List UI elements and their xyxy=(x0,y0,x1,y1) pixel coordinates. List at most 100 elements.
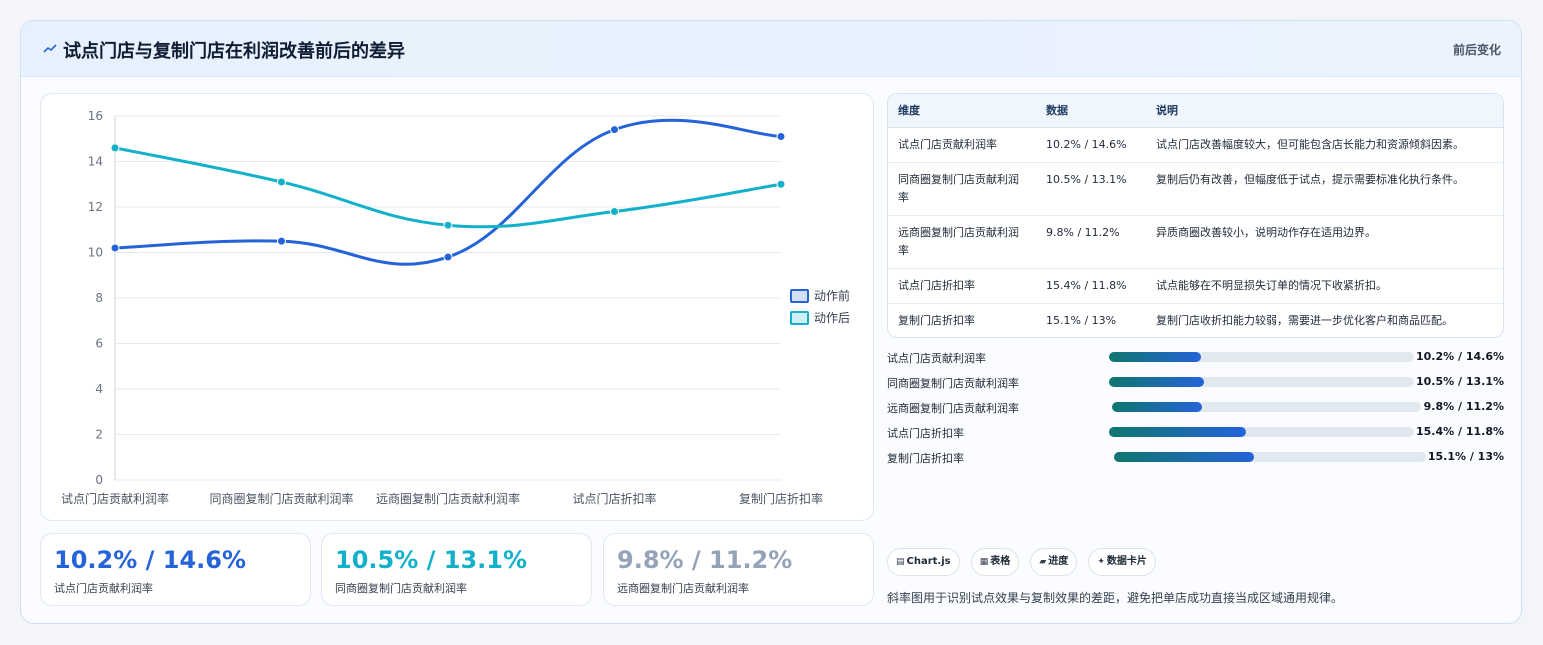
progress-row: 试点门店折扣率 15.4% / 11.8% xyxy=(887,422,1504,447)
table-cell: 15.4% / 11.8% xyxy=(1036,268,1146,304)
data-table: 维度 数据 说明 试点门店贡献利润率 10.2% / 14.6% 试点门店改善幅… xyxy=(887,93,1504,338)
progress-track xyxy=(1109,427,1414,437)
data-point xyxy=(110,243,120,253)
line-chart: 0 2 4 6 8 10 12 14 16 试点门店贡献利润率 同商圈复制门店贡献利润率 远商圈复制门… xyxy=(40,93,874,521)
data-point xyxy=(610,207,619,217)
series-line-before xyxy=(114,118,782,266)
table-cell: 10.2% / 14.6% xyxy=(1036,127,1146,163)
x-tick-label: 试点门店贡献利润率 xyxy=(61,491,169,506)
table-row: 远商圈复制门店贡献利润率 9.8% / 11.2% 异质商圈改善较小，说明动作存… xyxy=(888,215,1503,269)
trend-icon xyxy=(43,42,57,56)
progress-value: 10.5% / 13.1% xyxy=(1416,375,1504,388)
legend-label: 动作后 xyxy=(814,311,850,325)
card-header: 试点门店与复制门店在利润改善前后的差异 前后变化 xyxy=(21,21,1521,77)
tag-data-card[interactable]: ✦ 数据卡片 xyxy=(1088,548,1156,576)
x-tick-label: 复制门店折扣率 xyxy=(739,491,823,506)
tag-list: ▤ Chart.js ▦ 表格 ▰ 进度 ✦ 数据卡片 xyxy=(887,548,1162,576)
tag-progress[interactable]: ▰ 进度 xyxy=(1030,548,1078,576)
y-tick-label: 10 xyxy=(88,246,103,260)
card-icon: ✦ xyxy=(1097,557,1105,567)
table-cell: 复制门店收折扣能力较弱，需要进一步优化客户和商品匹配。 xyxy=(1156,313,1453,327)
stat-label: 试点门店贡献利润率 xyxy=(54,582,153,595)
table-row: 试点门店贡献利润率 10.2% / 14.6% 试点门店改善幅度较大，但可能包含… xyxy=(888,127,1503,163)
footnote: 斜率图用于识别试点效果与复制效果的差距，避免把单店成功直接当成区域通用规律。 xyxy=(887,591,1344,605)
tag-label: Chart.js xyxy=(906,556,951,567)
table-row: 同商圈复制门店贡献利润率 10.5% / 13.1% 复制后仍有改善，但幅度低于… xyxy=(888,162,1503,216)
table-row: 试点门店折扣率 15.4% / 11.8% 试点能够在不明显损失订单的情况下收紧… xyxy=(888,268,1503,304)
data-point xyxy=(277,236,286,246)
table-cell: 同商圈复制门店贡献利润率 xyxy=(888,162,1036,216)
stat-label: 远商圈复制门店贡献利润率 xyxy=(617,582,749,595)
y-tick-label: 8 xyxy=(95,291,103,305)
x-tick-label: 同商圈复制门店贡献利润率 xyxy=(209,491,353,506)
data-point xyxy=(776,179,786,189)
stat-value: 10.2% / 14.6% xyxy=(54,546,246,574)
tag-table[interactable]: ▦ 表格 xyxy=(970,548,1020,576)
y-tick-label: 16 xyxy=(88,109,103,123)
progress-value: 15.1% / 13% xyxy=(1427,450,1504,463)
y-tick-label: 2 xyxy=(95,428,103,442)
progress-value: 9.8% / 11.2% xyxy=(1423,400,1504,413)
progress-label: 试点门店贡献利润率 xyxy=(887,352,986,365)
x-tick-label: 远商圈复制门店贡献利润率 xyxy=(376,491,520,506)
data-point xyxy=(443,220,453,230)
chart-svg: 0 2 4 6 8 10 12 14 16 试点门店贡献利润率 同商圈复制门店贡献利润率 远商圈复制门… xyxy=(61,109,850,506)
table-cell: 复制后仍有改善，但幅度低于试点，提示需要标准化执行条件。 xyxy=(1146,162,1503,216)
table-icon: ▦ xyxy=(979,557,989,567)
progress-label: 同商圈复制门店贡献利润率 xyxy=(887,377,1019,390)
progress-value: 15.4% / 11.8% xyxy=(1416,425,1504,438)
data-point xyxy=(110,143,120,153)
progress-track xyxy=(1112,402,1421,412)
data-point xyxy=(277,177,286,187)
x-tick-label: 试点门店折扣率 xyxy=(572,491,656,506)
progress-track xyxy=(1114,452,1426,462)
header-badge: 前后变化 xyxy=(1452,43,1501,57)
page-title: 试点门店与复制门店在利润改善前后的差异 xyxy=(63,41,405,62)
progress-row: 远商圈复制门店贡献利润率 9.8% / 11.2% xyxy=(887,397,1504,422)
table-header-row: 维度 数据 说明 xyxy=(888,94,1503,128)
legend-swatch xyxy=(790,311,809,325)
table-header-cell: 说明 xyxy=(1146,94,1503,128)
table-cell: 试点能够在不明显损失订单的情况下收紧折扣。 xyxy=(1146,268,1503,304)
data-point xyxy=(776,131,786,141)
progress-track xyxy=(1109,352,1414,362)
table-header-cell: 数据 xyxy=(1036,94,1146,128)
progress-row: 复制门店折扣率 15.1% / 13% xyxy=(887,447,1504,472)
stat-card-pilot-profit: 10.2% / 14.6% 试点门店贡献利润率 xyxy=(40,533,311,606)
series-line-after xyxy=(114,146,782,229)
legend-label: 动作前 xyxy=(814,288,850,303)
y-tick-label: 12 xyxy=(88,200,103,214)
table-cell: 复制门店折扣率 xyxy=(898,313,975,327)
table-header-cell: 维度 xyxy=(888,94,1036,128)
chart-icon: ▤ xyxy=(896,557,905,567)
table-cell: 10.5% / 13.1% xyxy=(1036,162,1146,216)
tag-label: 进度 xyxy=(1048,556,1069,567)
stat-value: 10.5% / 13.1% xyxy=(335,546,527,574)
tag-chartjs[interactable]: ▤ Chart.js xyxy=(887,548,960,576)
table-cell: 试点门店贡献利润率 xyxy=(888,127,1036,163)
progress-row: 试点门店贡献利润率 10.2% / 14.6% xyxy=(887,347,1504,372)
legend-swatch xyxy=(790,289,809,303)
stat-card-far-profit: 9.8% / 11.2% 远商圈复制门店贡献利润率 xyxy=(603,533,874,606)
tag-label: 表格 xyxy=(990,556,1011,567)
progress-fill xyxy=(1114,452,1255,462)
table-cell: 异质商圈改善较小，说明动作存在适用边界。 xyxy=(1146,215,1503,269)
stat-label: 同商圈复制门店贡献利润率 xyxy=(335,582,467,595)
stat-value: 9.8% / 11.2% xyxy=(617,546,793,574)
progress-label: 复制门店折扣率 xyxy=(887,452,964,465)
y-tick-label: 6 xyxy=(95,337,103,351)
progress-fill xyxy=(1109,377,1204,387)
table-cell: 15.1% / 13% xyxy=(1046,313,1117,327)
data-point xyxy=(443,252,453,262)
table-cell: 9.8% / 11.2% xyxy=(1036,215,1146,269)
progress-list: 试点门店贡献利润率 10.2% / 14.6% 同商圈复制门店贡献利润率 10.… xyxy=(887,347,1504,472)
stat-card-near-profit: 10.5% / 13.1% 同商圈复制门店贡献利润率 xyxy=(321,533,592,606)
main-card: 试点门店与复制门店在利润改善前后的差异 前后变化 0 2 4 6 8 10 12 14 16 试点… xyxy=(20,20,1522,624)
table-cell: 远商圈复制门店贡献利润率 xyxy=(888,215,1036,269)
progress-icon: ▰ xyxy=(1039,557,1047,567)
progress-row: 同商圈复制门店贡献利润率 10.5% / 13.1% xyxy=(887,372,1504,397)
progress-fill xyxy=(1109,352,1201,362)
tag-label: 数据卡片 xyxy=(1106,556,1147,567)
y-tick-label: 14 xyxy=(88,155,103,169)
progress-label: 远商圈复制门店贡献利润率 xyxy=(887,402,1019,415)
